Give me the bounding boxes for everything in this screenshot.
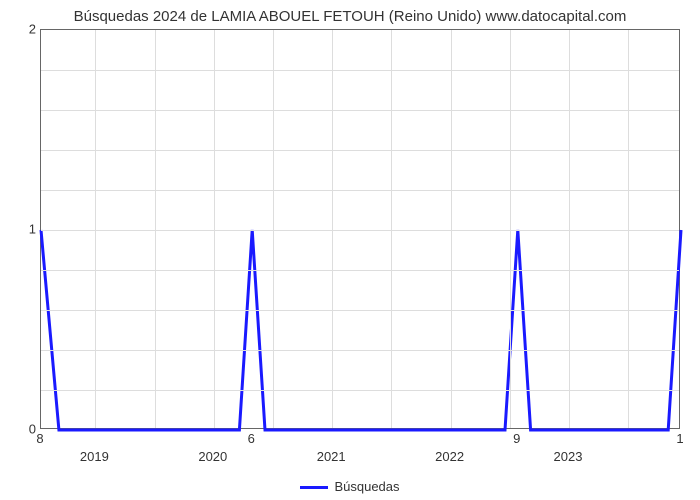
x-year-label: 2020 [198, 449, 227, 464]
v-gridline [628, 30, 629, 428]
v-gridline [155, 30, 156, 428]
h-gridline-minor [41, 270, 679, 271]
x-point-label: 1 [676, 431, 683, 446]
h-gridline-minor [41, 310, 679, 311]
x-point-label: 6 [248, 431, 255, 446]
chart-title: Búsquedas 2024 de LAMIA ABOUEL FETOUH (R… [0, 0, 700, 29]
x-point-label: 9 [513, 431, 520, 446]
y-tick-label: 2 [6, 22, 36, 37]
v-gridline [214, 30, 215, 428]
y-tick-label: 1 [6, 222, 36, 237]
y-tick-label: 0 [6, 422, 36, 437]
h-gridline [41, 230, 679, 231]
v-gridline [332, 30, 333, 428]
legend-label: Búsquedas [334, 479, 399, 494]
h-gridline-minor [41, 350, 679, 351]
v-gridline [510, 30, 511, 428]
v-gridline [391, 30, 392, 428]
h-gridline-minor [41, 150, 679, 151]
v-gridline [273, 30, 274, 428]
legend-swatch [300, 486, 328, 489]
x-year-label: 2022 [435, 449, 464, 464]
h-gridline-minor [41, 70, 679, 71]
x-year-label: 2023 [554, 449, 583, 464]
v-gridline [569, 30, 570, 428]
v-gridline [451, 30, 452, 428]
v-gridline [95, 30, 96, 428]
x-year-label: 2021 [317, 449, 346, 464]
h-gridline-minor [41, 110, 679, 111]
plot-area [40, 29, 680, 429]
chart-container: 0 1 2 201920202021202220238691 [40, 29, 680, 449]
legend: Búsquedas [0, 479, 700, 494]
h-gridline-minor [41, 190, 679, 191]
h-gridline-minor [41, 390, 679, 391]
x-year-label: 2019 [80, 449, 109, 464]
x-point-label: 8 [36, 431, 43, 446]
